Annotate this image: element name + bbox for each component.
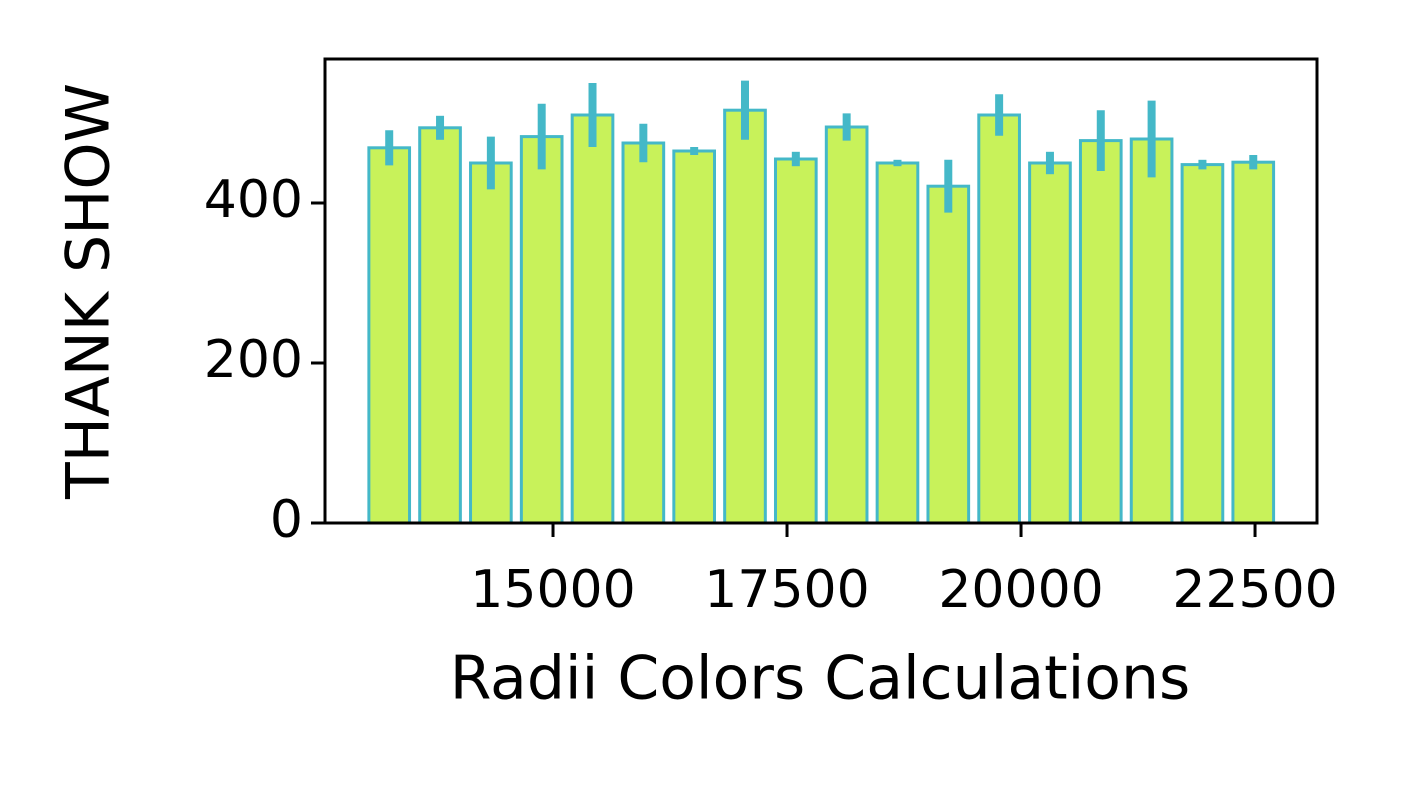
bar xyxy=(1180,163,1225,525)
bar xyxy=(1028,161,1072,525)
bar xyxy=(926,184,971,525)
bar xyxy=(621,141,666,525)
bar xyxy=(367,146,412,525)
x-axis-label: Radii Colors Calculations xyxy=(450,644,1191,714)
bar xyxy=(773,157,818,525)
bar xyxy=(1129,137,1174,525)
bar xyxy=(824,125,869,525)
bar xyxy=(1078,139,1123,525)
x-tick-label: 22500 xyxy=(1172,560,1337,620)
x-tick-label: 15000 xyxy=(470,560,635,620)
x-tick-label: 20000 xyxy=(938,560,1103,620)
y-tick-label: 0 xyxy=(270,490,303,550)
bar xyxy=(570,113,615,525)
bar xyxy=(469,161,513,525)
bar xyxy=(977,113,1021,525)
y-tick-label: 400 xyxy=(204,170,303,230)
bar xyxy=(672,149,716,525)
bar xyxy=(875,161,920,525)
bar xyxy=(1231,160,1276,525)
bar xyxy=(519,135,564,525)
y-axis-label: THANK SHOW xyxy=(54,83,124,500)
y-tick-label: 200 xyxy=(204,330,303,390)
bar xyxy=(418,126,462,525)
plot-frame xyxy=(323,57,1319,525)
x-tick-label: 17500 xyxy=(704,560,869,620)
bar xyxy=(723,108,767,525)
